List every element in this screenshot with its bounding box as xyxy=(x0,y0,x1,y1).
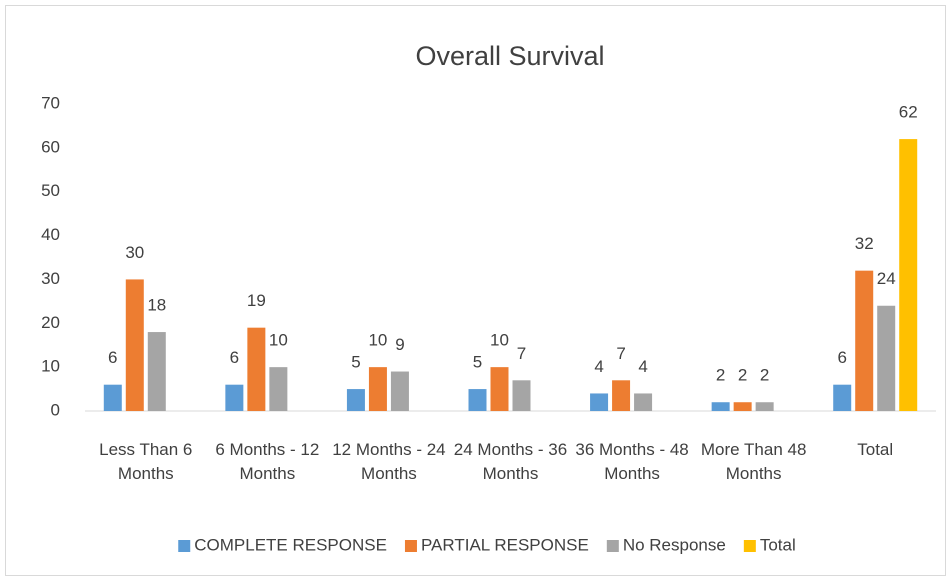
legend-label: COMPLETE RESPONSE xyxy=(194,535,387,554)
bar xyxy=(634,393,653,411)
data-label: 6 xyxy=(230,348,239,367)
data-label: 9 xyxy=(395,335,404,354)
bar xyxy=(269,367,288,411)
y-tick-label: 60 xyxy=(41,137,60,156)
bar xyxy=(877,305,896,411)
x-tick-label: 36 Months - 48 Months xyxy=(575,440,689,483)
x-tick-label: More Than 48 Months xyxy=(700,440,807,483)
bar xyxy=(590,393,609,411)
legend-swatch xyxy=(404,540,417,552)
legend-label: No Response xyxy=(623,535,726,554)
data-label: 4 xyxy=(594,357,603,376)
bar xyxy=(225,384,244,411)
data-label: 6 xyxy=(837,348,846,367)
y-tick-label: 0 xyxy=(51,400,60,419)
bar xyxy=(103,384,122,411)
bar xyxy=(468,389,487,411)
data-label: 30 xyxy=(125,243,144,262)
bar xyxy=(899,139,918,412)
y-tick-label: 30 xyxy=(41,269,60,288)
data-label: 6 xyxy=(108,348,117,367)
data-label: 18 xyxy=(147,296,166,315)
bar xyxy=(855,270,874,411)
data-label: 19 xyxy=(247,291,266,310)
data-label: 5 xyxy=(351,353,360,372)
chart-border xyxy=(5,5,946,576)
data-label: 4 xyxy=(638,357,647,376)
bar xyxy=(490,367,509,411)
data-label: 10 xyxy=(490,331,509,350)
bar xyxy=(346,389,365,411)
bar xyxy=(711,402,730,411)
data-label: 62 xyxy=(899,103,918,122)
data-label: 24 xyxy=(877,269,896,288)
x-tick-label: 12 Months - 24 Months xyxy=(332,440,446,483)
y-tick-label: 50 xyxy=(41,181,60,200)
data-label: 10 xyxy=(368,331,387,350)
bar xyxy=(125,279,144,411)
legend-label: Total xyxy=(760,535,796,554)
data-label: 7 xyxy=(616,344,625,363)
data-label: 10 xyxy=(269,331,288,350)
bar xyxy=(755,402,774,411)
y-tick-label: 20 xyxy=(41,313,60,332)
bar xyxy=(390,371,409,411)
bar xyxy=(147,332,166,411)
bar xyxy=(612,380,631,411)
x-tick-label: 6 Months - 12 Months xyxy=(215,440,320,483)
data-label: 2 xyxy=(716,366,725,385)
bar xyxy=(247,327,266,411)
legend-swatch xyxy=(606,540,619,552)
bar xyxy=(368,367,387,411)
data-label: 5 xyxy=(473,353,482,372)
bar xyxy=(733,402,752,411)
x-tick-label: Less Than 6 Months xyxy=(99,440,193,483)
legend-label: PARTIAL RESPONSE xyxy=(421,535,589,554)
data-label: 2 xyxy=(760,366,769,385)
data-label: 32 xyxy=(855,234,874,253)
legend-swatch xyxy=(743,540,756,552)
y-tick-label: 10 xyxy=(41,357,60,376)
data-label: 7 xyxy=(517,344,526,363)
y-tick-label: 70 xyxy=(41,93,60,112)
data-label: 2 xyxy=(738,366,747,385)
chart-title: Overall Survival xyxy=(415,41,604,71)
legend-swatch xyxy=(178,540,191,552)
x-tick-label: Total xyxy=(857,440,894,459)
bar xyxy=(512,380,531,411)
x-tick-label: 24 Months - 36 Months xyxy=(453,440,568,483)
bar xyxy=(833,384,852,411)
y-tick-label: 40 xyxy=(41,225,60,244)
